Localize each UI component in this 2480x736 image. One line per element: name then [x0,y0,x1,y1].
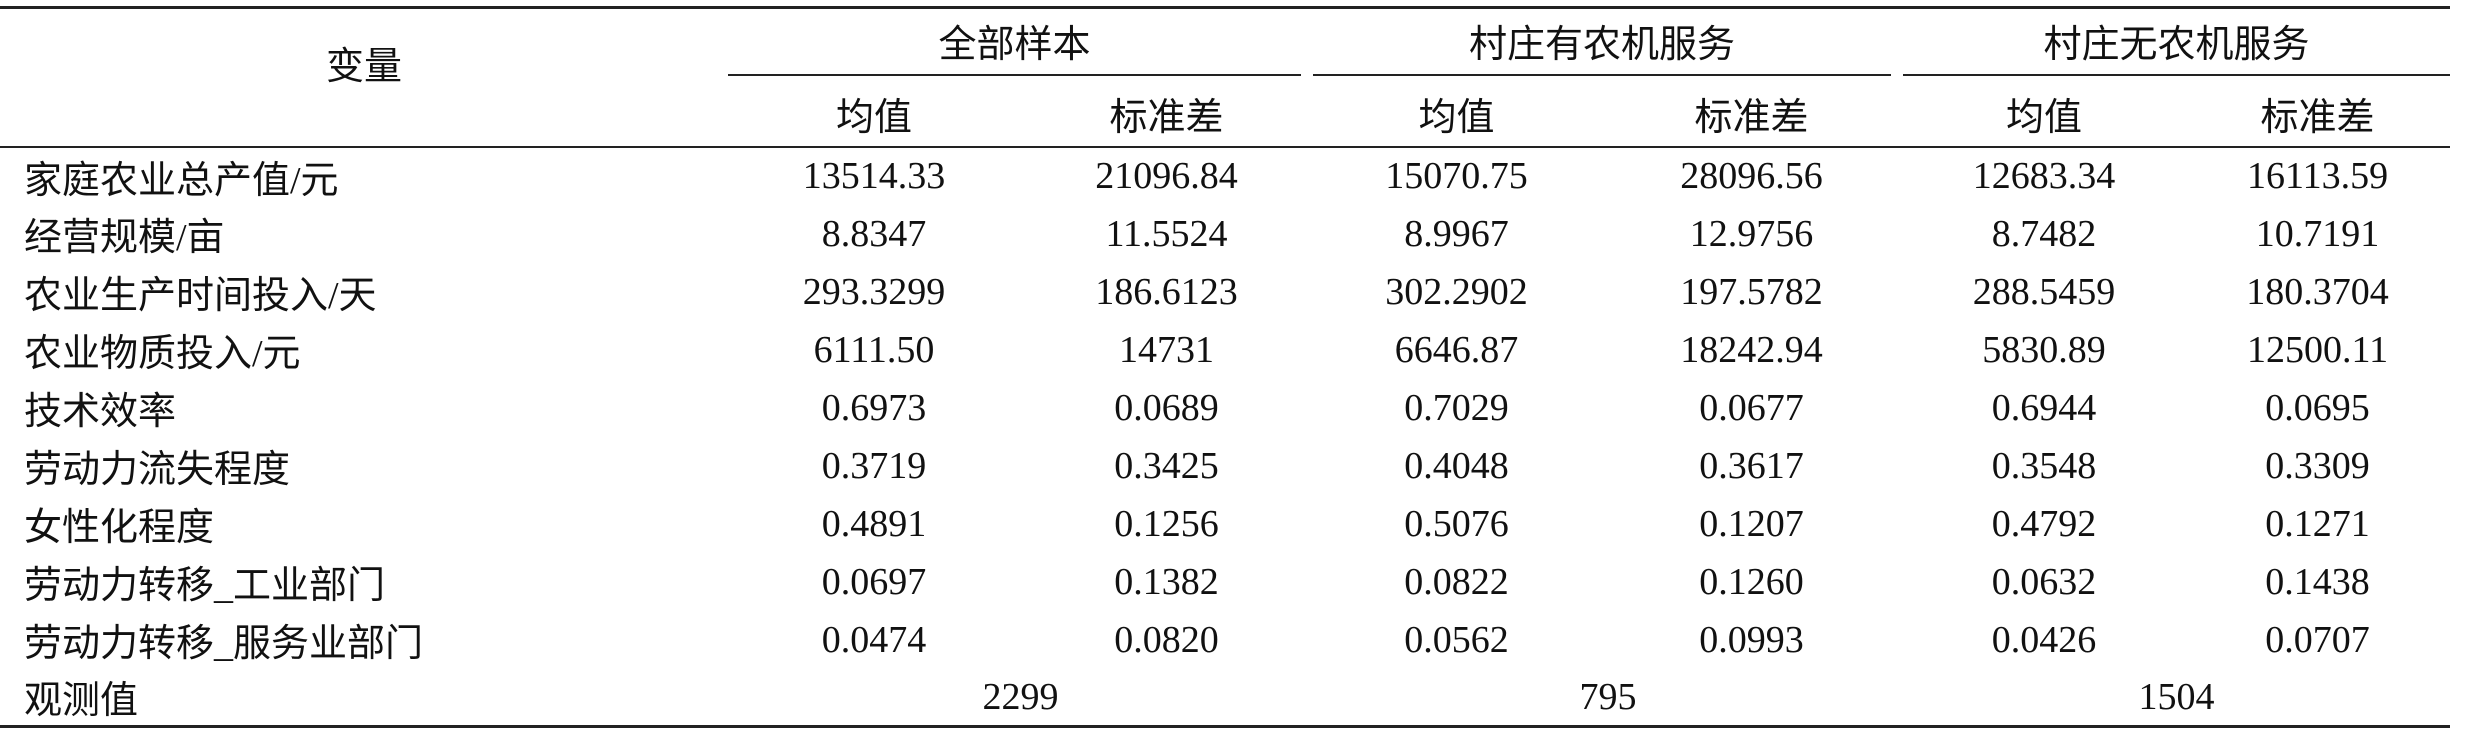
data-row: 农业生产时间投入/天 293.3299 186.6123 302.2902 197.57… [0,263,2450,321]
table-body: 家庭农业总产值/元 13514.33 21096.84 15070.75 28096.5… [0,147,2450,727]
cell: 0.1438 [2265,560,2370,603]
row-label: 劳动力转移_工业部门 [24,565,386,607]
cell: 186.6123 [1095,270,1238,313]
cell: 0.4792 [1991,502,2097,545]
cell: 0.3548 [1991,444,2097,487]
summary-table: 变量 全部样本 村庄有农机服务 村庄无农机服务 均值 标准差 均值 标准差 均值 标准差 … [0,6,2451,728]
cell: 8.9967 [1404,212,1509,255]
group-header: 全部样本 [728,13,1302,77]
cell: 0.0562 [1404,618,1509,661]
cell: 0.0822 [1404,560,1509,603]
group-cell: 村庄无农机服务 [1903,8,2451,81]
data-row: 劳动力流失程度 0.3719 0.3425 0.4048 0.3617 0.3548 0.3… [0,437,2450,495]
cell: 6111.50 [813,328,935,371]
cell: 288.5459 [1972,270,2116,313]
row-label: 劳动力流失程度 [24,449,291,491]
cell: 16113.59 [2246,155,2389,197]
row-label: 观测值 [24,680,139,723]
cell: 6646.87 [1394,328,1519,371]
row-label: 女性化程度 [24,507,215,549]
cell: 0.5076 [1404,502,1509,545]
data-row: 经营规模/亩 8.8347 11.5524 8.9967 12.9756 8.7482 10… [0,205,2450,263]
cell: 0.4048 [1404,444,1509,487]
cell: 0.6973 [821,386,927,429]
cell: 0.1382 [1114,560,1219,603]
header-row: 变量 全部样本 村庄有农机服务 村庄无农机服务 [0,8,2451,88]
cell: 0.0689 [1114,386,1219,429]
subheader: 均值 [1418,96,1495,139]
cell: 0.6944 [1991,386,2097,429]
group-cell: 全部样本 [728,8,1313,81]
cell: 0.1256 [1114,502,1219,545]
cell: 14731 [1119,328,1214,371]
cell: 11.5524 [1105,212,1228,255]
data-row: 家庭农业总产值/元 13514.33 21096.84 15070.75 28096.5… [0,147,2450,205]
cell: 0.3617 [1699,444,1804,487]
row-label: 农业生产时间投入/天 [24,275,377,317]
row-label: 劳动力转移_服务业部门 [24,623,424,665]
cell: 12500.11 [2246,328,2389,371]
cell: 180.3704 [2246,270,2389,313]
row-label: 农业物质投入/元 [24,333,301,375]
data-row: 劳动力转移_工业部门 0.0697 0.1382 0.0822 0.1260 0.0632… [0,553,2450,611]
cell: 795 [1579,675,1637,718]
cell: 13514.33 [802,155,946,197]
row-label: 家庭农业总产值/元 [24,159,339,202]
cell: 0.0993 [1699,618,1804,661]
cell: 0.3425 [1114,444,1219,487]
cell: 15070.75 [1385,155,1528,197]
row-label: 技术效率 [24,391,177,433]
cell: 0.7029 [1404,386,1509,429]
subheader: 标准差 [1694,96,1809,139]
group-cell: 村庄有农机服务 [1313,8,1903,81]
subheader: 均值 [835,96,912,139]
cell: 28096.56 [1680,155,1823,197]
cell: 1504 [2138,675,2215,718]
subheader: 均值 [2006,96,2083,139]
data-row: 农业物质投入/元 6111.50 14731 6646.87 18242.94 5830.… [0,321,2450,379]
cell: 0.1260 [1699,560,1804,603]
cell: 8.7482 [1991,212,2097,255]
cell: 0.0707 [2265,618,2370,661]
group-header: 村庄有农机服务 [1313,13,1892,77]
cell: 302.2902 [1385,270,1528,313]
cell: 10.7191 [2255,212,2380,255]
cell: 0.0695 [2265,386,2370,429]
cell: 2299 [982,675,1059,718]
subheader: 标准差 [1109,96,1224,139]
cell: 0.3719 [821,444,927,487]
variable-header: 变量 [325,46,402,88]
cell: 0.0677 [1699,386,1804,429]
subheader-row: 均值 标准差 均值 标准差 均值 标准差 [0,81,2451,147]
cell: 8.8347 [821,212,927,255]
cell: 0.1207 [1699,502,1804,545]
cell: 21096.84 [1095,155,1238,197]
cell: 5830.89 [1982,328,2106,371]
data-row: 劳动力转移_服务业部门 0.0474 0.0820 0.0562 0.0993 0.042… [0,611,2450,669]
cell: 0.0426 [1991,618,2097,661]
row-label: 经营规模/亩 [24,217,225,259]
cell: 12.9756 [1689,212,1814,255]
cell: 197.5782 [1680,270,1823,313]
cell: 18242.94 [1680,328,1823,371]
cell: 0.0632 [1991,560,2097,603]
cell: 12683.34 [1972,155,2116,197]
data-row: 女性化程度 0.4891 0.1256 0.5076 0.1207 0.4792 0.127… [0,495,2450,553]
group-header: 村庄无农机服务 [1903,13,2451,77]
subheader: 标准差 [2260,96,2375,139]
data-row: 技术效率 0.6973 0.0689 0.7029 0.0677 0.6944 0.0695 [0,379,2450,437]
cell: 0.3309 [2265,444,2370,487]
cell: 0.4891 [821,502,927,545]
cell: 293.3299 [802,270,946,313]
observations-row: 观测值 2299 795 1504 [0,669,2450,727]
cell: 0.1271 [2265,502,2370,545]
cell: 0.0697 [821,560,927,603]
cell: 0.0474 [821,618,927,661]
cell: 0.0820 [1114,618,1219,661]
